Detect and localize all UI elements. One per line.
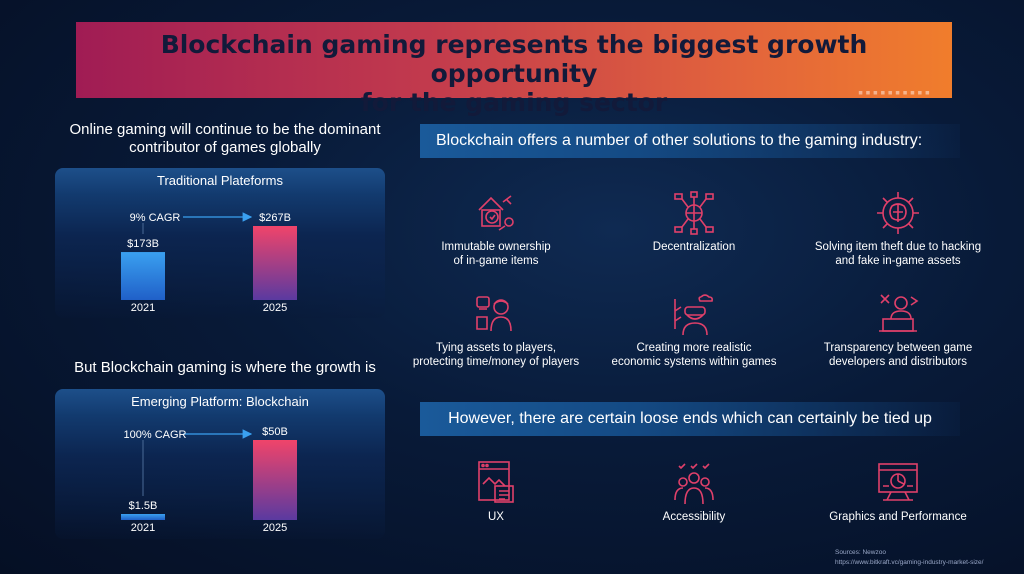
loose-end-graphics-label: Graphics and Performance [829, 511, 967, 523]
left-heading-online: Online gaming will continue to be the do… [40, 121, 410, 157]
blockchain-value-label-2021: $1.5B [129, 500, 158, 512]
traditional-value-label-2021: $173B [127, 238, 159, 250]
feature-economic-systems: Creating more realistic economic systems… [594, 291, 794, 369]
gamer-icon [476, 296, 512, 332]
title-line-2: for the gaming sector [360, 88, 668, 117]
feature-decentralization: Decentralization [594, 190, 794, 254]
left-heading-online-line-1: Online gaming will continue to be the do… [69, 121, 381, 138]
title-banner: Blockchain gaming represents the biggest… [76, 22, 952, 117]
feature-theft-line-2: and fake in-game assets [835, 255, 961, 267]
feature-transparency-line-1: Transparency between game [823, 342, 973, 354]
feature-economic-systems-line-1: Creating more realistic [636, 342, 752, 354]
ux-icon [478, 461, 514, 503]
blockchain-bar-2021 [121, 514, 165, 520]
traditional-chart-panel: Traditional Plateforms [55, 168, 385, 318]
feature-economic-systems-line-2: economic systems within games [611, 356, 777, 368]
feature-theft-line-1: Solving item theft due to hacking [814, 241, 982, 253]
feature-tying-assets-line-1: Tying assets to players, [435, 342, 557, 354]
feature-ownership-line-1: Immutable ownership [441, 241, 551, 253]
blockchain-chart-title: Emerging Platform: Blockchain [131, 394, 309, 409]
loose-ends-heading: However, there are certain loose ends wh… [420, 402, 960, 436]
decorative-dots: ▪▪▪▪▪▪▪▪▪▪ [857, 88, 932, 98]
blockchain-category-label-2025: 2025 [263, 522, 287, 534]
traditional-category-label-2025: 2025 [263, 302, 287, 314]
traditional-cagr-label: 9% CAGR [130, 212, 181, 224]
feature-tying-assets: Tying assets to players, protecting time… [396, 291, 596, 369]
loose-end-ux-label: UX [488, 511, 504, 523]
blockchain-category-label-2021: 2021 [131, 522, 155, 534]
loose-end-ux: UX [396, 460, 596, 524]
feature-transparency: Transparency between game developers and… [798, 291, 998, 369]
feature-decentralization-line-1: Decentralization [652, 241, 736, 253]
sources-note: Sources: Newzoo https://www.bitkraft.vc/… [835, 548, 983, 568]
blockchain-value-label-2025: $50B [262, 426, 288, 438]
loose-end-graphics: Graphics and Performance [798, 460, 998, 524]
left-heading-online-line-2: contributor of games globally [129, 139, 321, 156]
traditional-value-label-2025: $267B [259, 212, 291, 224]
sources-line-2: https://www.bitkraft.vc/gaming-industry-… [835, 559, 984, 566]
sources-line-1: Sources: Newzoo [835, 549, 886, 556]
feature-ownership: Immutable ownership of in-game items [396, 190, 596, 268]
feature-transparency-line-2: developers and distributors [828, 356, 968, 368]
page-title: Blockchain gaming represents the biggest… [76, 30, 952, 117]
loose-end-accessibility: Accessibility [594, 460, 794, 524]
blockchain-bar-2025 [253, 440, 297, 520]
accessibility-icon [674, 463, 714, 505]
graphics-icon [878, 463, 918, 501]
traditional-category-label-2021: 2021 [131, 302, 155, 314]
title-line-1: Blockchain gaming represents the biggest… [160, 30, 868, 88]
traditional-chart-title: Traditional Plateforms [157, 173, 283, 188]
feature-theft: Solving item theft due to hacking and fa… [798, 190, 998, 268]
traditional-bar-2025 [253, 226, 297, 300]
developer-icon [879, 294, 919, 332]
traditional-bar-2021 [121, 252, 165, 300]
vr-headset-icon [674, 294, 713, 336]
gear-brain-icon [877, 192, 919, 234]
left-heading-growth: But Blockchain gaming is where the growt… [74, 359, 376, 376]
feature-tying-assets-line-2: protecting time/money of players [412, 356, 580, 368]
network-globe-icon [674, 191, 714, 235]
blockchain-cagr-label: 100% CAGR [124, 429, 187, 441]
blockchain-chart-panel: Emerging Platform: Blockchain [55, 389, 385, 539]
feature-ownership-line-2: of in-game items [453, 255, 539, 267]
solutions-heading: Blockchain offers a number of other solu… [420, 124, 960, 158]
ownership-icon [478, 195, 514, 231]
loose-end-accessibility-label: Accessibility [662, 511, 726, 523]
